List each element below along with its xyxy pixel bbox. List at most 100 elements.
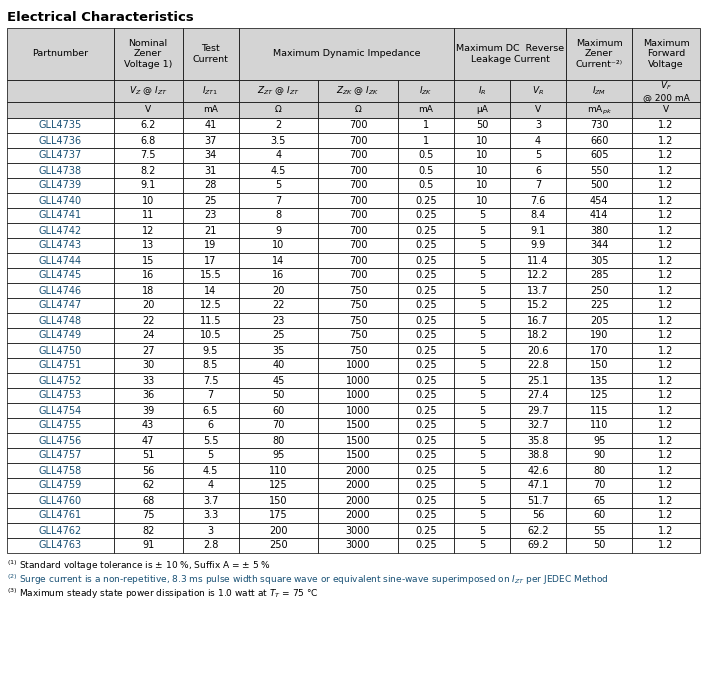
Bar — [632, 328, 700, 343]
Bar — [7, 508, 114, 523]
Text: 1.2: 1.2 — [658, 375, 674, 386]
Bar — [238, 478, 318, 493]
Bar — [566, 28, 632, 80]
Bar — [114, 343, 182, 358]
Bar — [398, 148, 454, 163]
Bar — [632, 448, 700, 463]
Text: 1000: 1000 — [346, 390, 370, 401]
Bar — [114, 403, 182, 418]
Text: 80: 80 — [593, 466, 605, 475]
Bar — [510, 418, 566, 433]
Bar — [454, 463, 510, 478]
Text: 10: 10 — [272, 241, 284, 250]
Text: 12.5: 12.5 — [200, 301, 221, 311]
Bar — [566, 80, 632, 102]
Text: 344: 344 — [590, 241, 608, 250]
Text: GLL4751: GLL4751 — [39, 360, 82, 371]
Text: 11.4: 11.4 — [527, 256, 549, 265]
Bar — [182, 523, 238, 538]
Text: 700: 700 — [349, 135, 367, 146]
Text: 22: 22 — [142, 316, 154, 326]
Bar — [114, 208, 182, 223]
Text: GLL4763: GLL4763 — [39, 541, 82, 551]
Bar — [632, 298, 700, 313]
Text: 0.25: 0.25 — [415, 316, 437, 326]
Text: 0.25: 0.25 — [415, 375, 437, 386]
Text: $I_{ZT1}$: $I_{ZT1}$ — [202, 85, 218, 97]
Bar — [114, 268, 182, 283]
Text: 20: 20 — [272, 286, 285, 296]
Bar — [510, 403, 566, 418]
Text: 31: 31 — [204, 165, 216, 175]
Bar — [566, 283, 632, 298]
Bar — [7, 328, 114, 343]
Text: 0.25: 0.25 — [415, 301, 437, 311]
Text: V: V — [535, 105, 541, 114]
Text: V: V — [145, 105, 151, 114]
Text: 1.2: 1.2 — [658, 120, 674, 131]
Bar — [566, 523, 632, 538]
Bar — [632, 418, 700, 433]
Text: 2: 2 — [275, 120, 281, 131]
Bar — [182, 193, 238, 208]
Text: 1.2: 1.2 — [658, 390, 674, 401]
Bar — [318, 268, 398, 283]
Text: 5: 5 — [479, 226, 485, 235]
Bar — [318, 418, 398, 433]
Text: 5: 5 — [479, 420, 485, 430]
Text: 24: 24 — [142, 330, 154, 341]
Text: 5: 5 — [479, 511, 485, 520]
Text: 39: 39 — [142, 405, 154, 415]
Bar — [182, 478, 238, 493]
Bar — [7, 253, 114, 268]
Text: $^{(2)}$ Surge current is a non-repetitive, 8.3 ms pulse width square wave or eq: $^{(2)}$ Surge current is a non-repetiti… — [7, 573, 609, 588]
Bar — [632, 343, 700, 358]
Text: 7: 7 — [275, 196, 281, 205]
Bar — [318, 358, 398, 373]
Text: 1.2: 1.2 — [658, 511, 674, 520]
Text: GLL4750: GLL4750 — [39, 345, 82, 356]
Text: 125: 125 — [269, 481, 288, 490]
Text: GLL4760: GLL4760 — [39, 496, 82, 505]
Text: 47: 47 — [142, 435, 154, 445]
Bar — [182, 133, 238, 148]
Bar — [182, 80, 238, 102]
Text: 0.5: 0.5 — [418, 150, 433, 160]
Text: 0.25: 0.25 — [415, 360, 437, 371]
Bar — [114, 358, 182, 373]
Text: 285: 285 — [590, 271, 609, 280]
Bar — [7, 208, 114, 223]
Text: 110: 110 — [590, 420, 608, 430]
Bar — [114, 163, 182, 178]
Text: 1: 1 — [423, 120, 429, 131]
Bar — [510, 313, 566, 328]
Bar — [7, 463, 114, 478]
Text: $Z_{ZK}$ @ $I_{ZK}$: $Z_{ZK}$ @ $I_{ZK}$ — [337, 84, 380, 97]
Bar — [182, 268, 238, 283]
Text: Maximum Dynamic Impedance: Maximum Dynamic Impedance — [272, 50, 420, 58]
Bar — [238, 223, 318, 238]
Text: 0.25: 0.25 — [415, 241, 437, 250]
Text: 47.1: 47.1 — [527, 481, 549, 490]
Bar — [632, 388, 700, 403]
Text: 51.7: 51.7 — [527, 496, 549, 505]
Text: 1.2: 1.2 — [658, 226, 674, 235]
Bar — [632, 403, 700, 418]
Bar — [454, 133, 510, 148]
Text: 10: 10 — [476, 165, 488, 175]
Text: 7.5: 7.5 — [141, 150, 156, 160]
Bar — [7, 133, 114, 148]
Text: 23: 23 — [272, 316, 285, 326]
Text: 65: 65 — [593, 496, 605, 505]
Bar — [182, 298, 238, 313]
Bar — [318, 523, 398, 538]
Text: 10: 10 — [476, 180, 488, 190]
Bar — [182, 313, 238, 328]
Text: 4.5: 4.5 — [271, 165, 286, 175]
Text: 700: 700 — [349, 256, 367, 265]
Text: 8: 8 — [275, 211, 281, 220]
Text: 45: 45 — [272, 375, 285, 386]
Text: GLL4740: GLL4740 — [39, 196, 82, 205]
Bar — [182, 508, 238, 523]
Text: 150: 150 — [590, 360, 609, 371]
